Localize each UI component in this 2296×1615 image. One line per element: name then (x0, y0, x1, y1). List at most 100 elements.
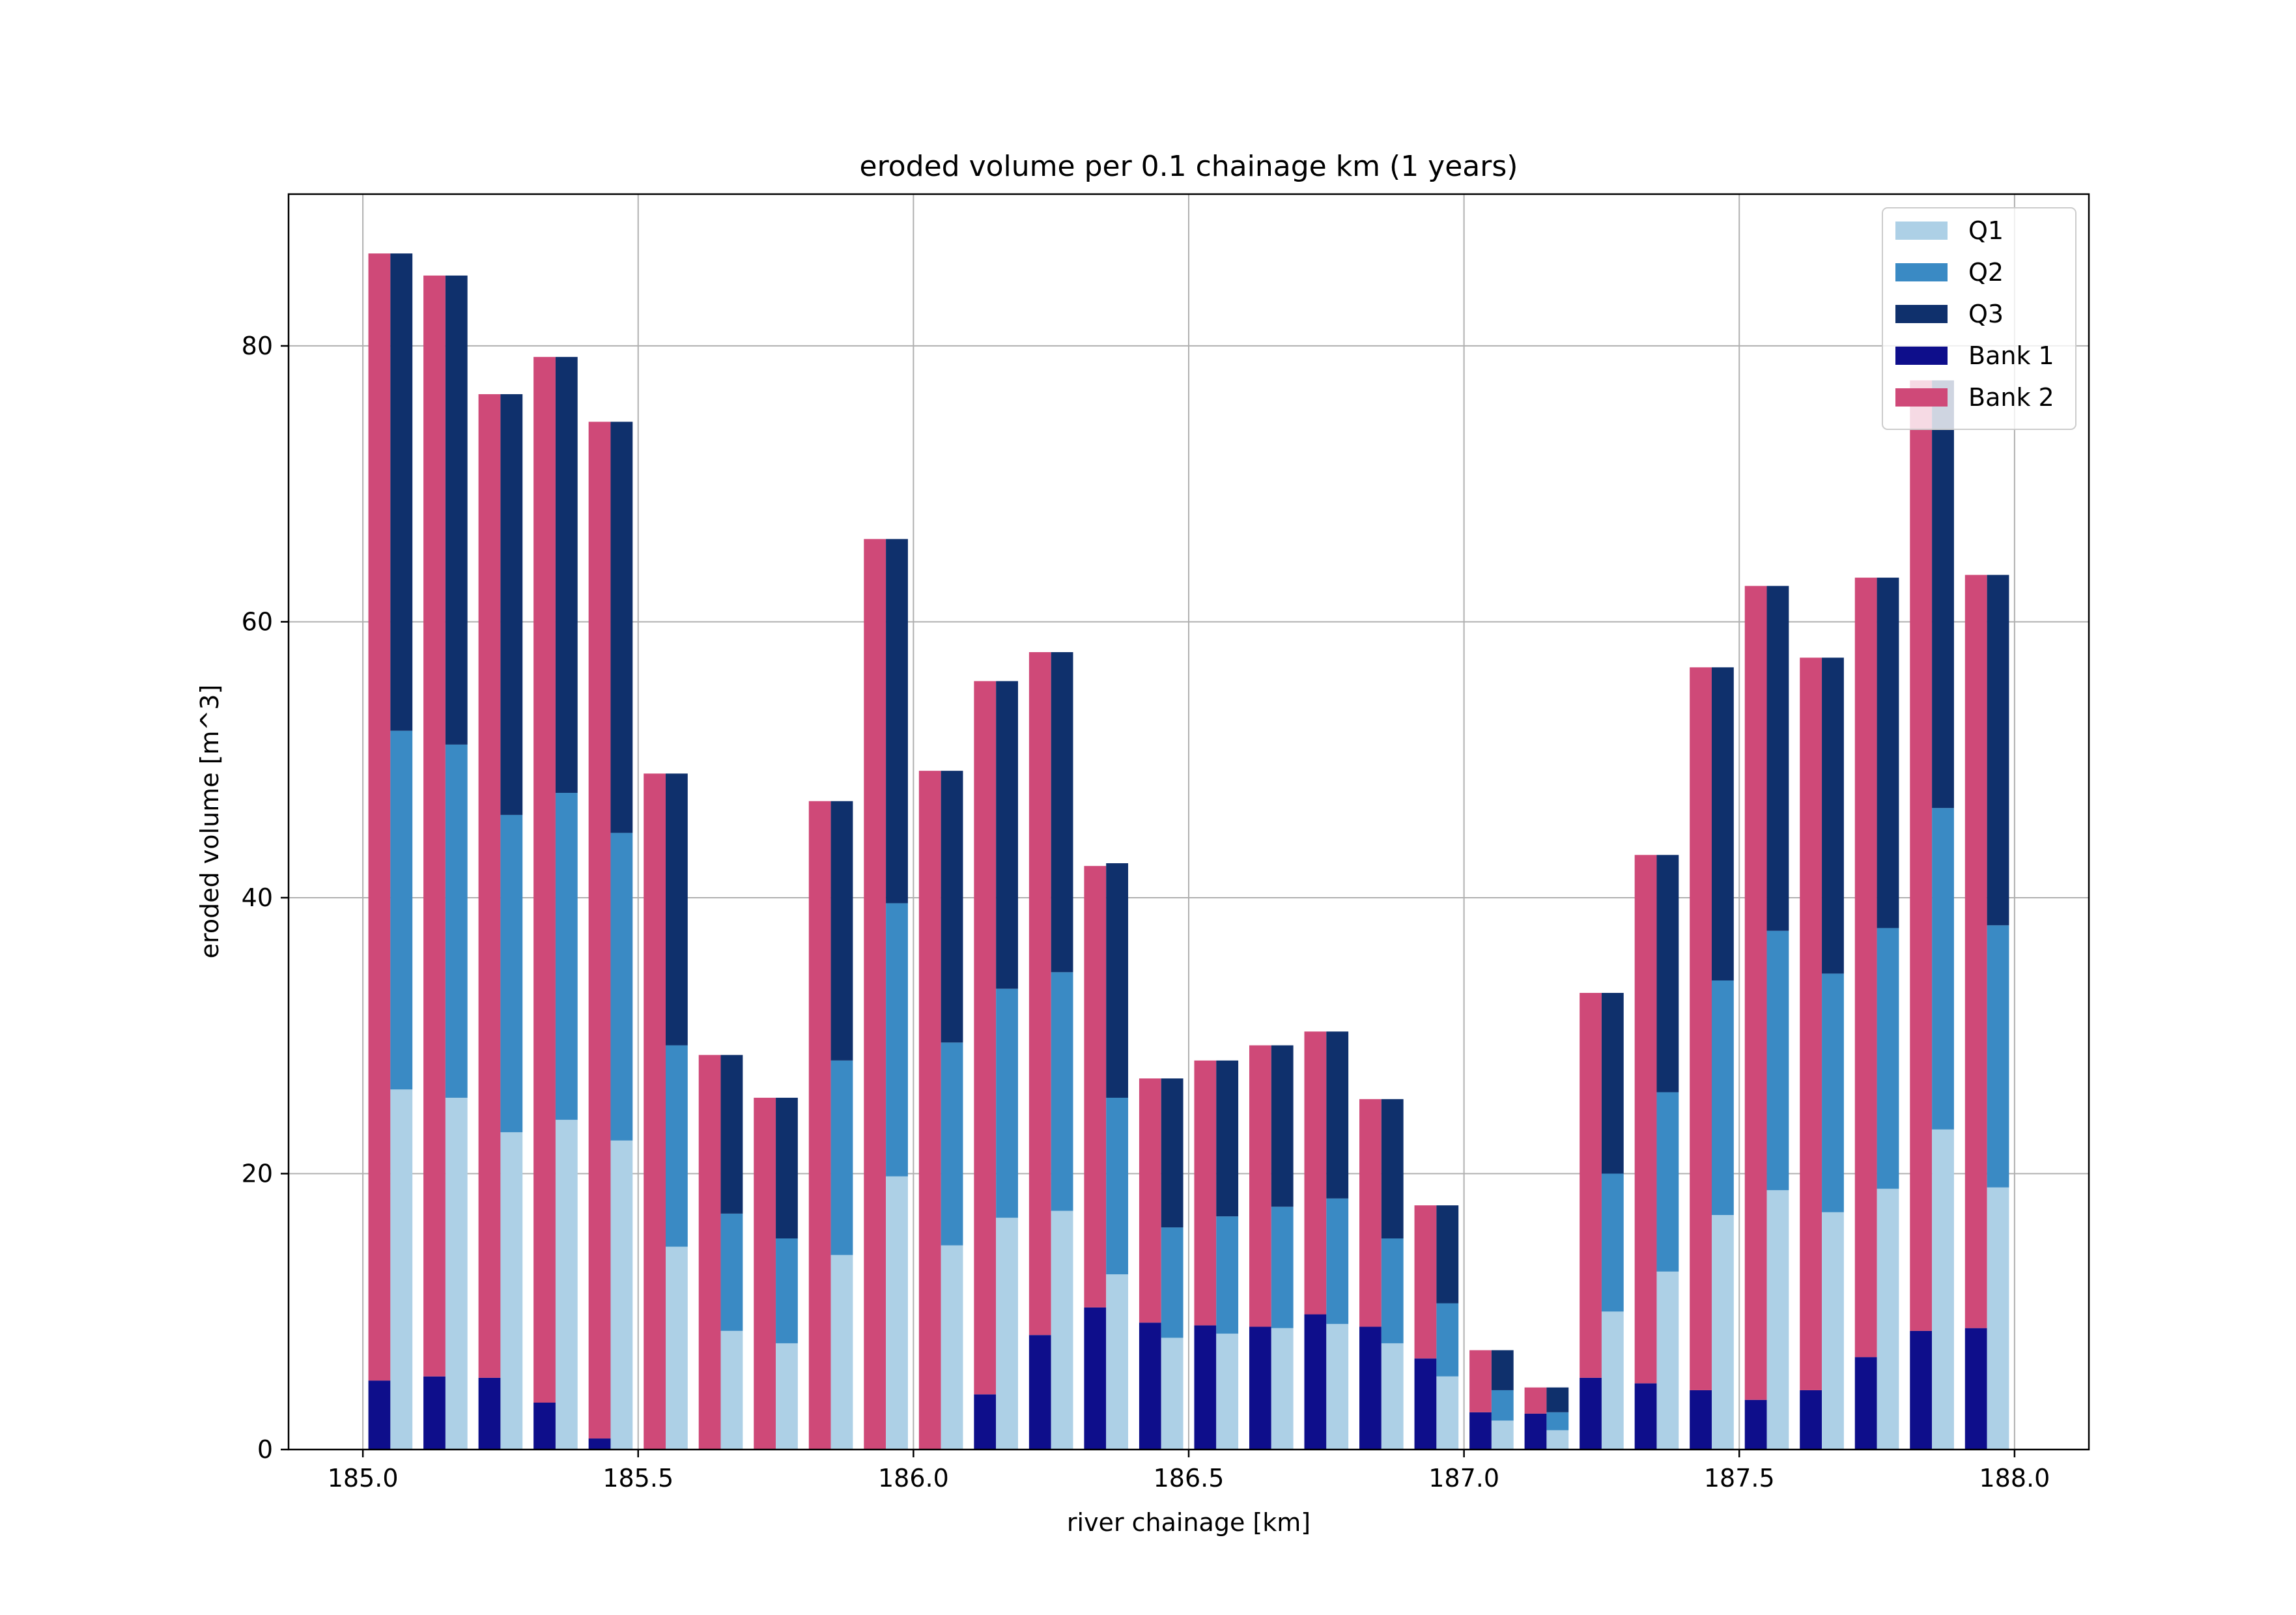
legend-label-q2: Q2 (1968, 258, 2004, 287)
bank-2-bar (1524, 1387, 1547, 1414)
q1-bar (1271, 1328, 1294, 1450)
q1-bar (1766, 1190, 1789, 1450)
q3-bar (1491, 1350, 1514, 1390)
bank-2-bar (1800, 657, 1822, 1390)
bank-2-bar (974, 681, 997, 1395)
legend-label-bank-2: Bank 2 (1968, 383, 2054, 412)
q1-bar (1106, 1274, 1129, 1450)
q3-bar (1106, 863, 1129, 1098)
legend-swatch-q3 (1895, 305, 1948, 323)
bank-1-bar (588, 1438, 611, 1450)
bank-2-bar (1359, 1099, 1382, 1327)
q3-bar (1381, 1099, 1404, 1239)
q2-bar (886, 903, 908, 1177)
q1-bar (1711, 1215, 1734, 1450)
q3-bar (610, 422, 633, 833)
q3-bar (1711, 667, 1734, 981)
bank-2-bar (1964, 575, 1987, 1328)
x-tick-label: 185.5 (602, 1464, 673, 1493)
bank-2-bar (698, 1055, 721, 1450)
q2-bar (941, 1042, 963, 1246)
bank-1-bar (533, 1403, 556, 1450)
y-axis-label: eroded volume [m^3] (195, 685, 224, 959)
legend-swatch-bank-2 (1895, 388, 1948, 407)
q3-bar (941, 771, 963, 1043)
bank-1-bar (1910, 1330, 1933, 1450)
bank-2-bar (918, 771, 941, 1450)
legend-swatch-q1 (1895, 222, 1948, 240)
q2-bar (1326, 1198, 1349, 1324)
q2-bar (1987, 925, 2009, 1188)
q1-bar (830, 1255, 853, 1450)
q2-bar (500, 814, 523, 1132)
q3-bar (390, 253, 413, 731)
q2-bar (996, 988, 1018, 1218)
q3-bar (830, 801, 853, 1061)
legend-swatch-bank-1 (1895, 347, 1948, 365)
q3-bar (1656, 855, 1679, 1093)
bank-1-bar (423, 1376, 446, 1450)
q3-bar (720, 1055, 743, 1214)
legend-label-bank-1: Bank 1 (1968, 341, 2054, 370)
q2-bar (445, 744, 468, 1098)
bank-1-bar (1690, 1390, 1712, 1450)
x-tick-label: 188.0 (1979, 1464, 2050, 1493)
bank-2-bar (478, 394, 501, 1378)
bank-2-bar (1469, 1350, 1492, 1412)
q1-bar (1381, 1343, 1404, 1450)
bank-2-bar (1854, 577, 1877, 1358)
bank-2-bar (1580, 993, 1602, 1378)
bank-2-bar (588, 422, 611, 1439)
q2-bar (1381, 1238, 1404, 1343)
bank-2-bar (1139, 1078, 1161, 1323)
q1-bar (390, 1089, 413, 1450)
bank-1-bar (1580, 1377, 1602, 1450)
q3-bar (776, 1098, 798, 1239)
q2-bar (830, 1060, 853, 1255)
q1-bar (1161, 1337, 1183, 1450)
q2-bar (1216, 1216, 1239, 1334)
q2-bar (1491, 1390, 1514, 1421)
bank-2-bar (1084, 866, 1107, 1308)
q2-bar (720, 1213, 743, 1331)
q3-bar (996, 681, 1018, 989)
bank-2-bar (1304, 1031, 1327, 1315)
q2-bar (1546, 1412, 1569, 1431)
q1-bar (610, 1140, 633, 1450)
bank-1-bar (1414, 1358, 1437, 1450)
q3-bar (1877, 577, 1899, 928)
y-tick-label: 0 (257, 1435, 273, 1464)
chart-title: eroded volume per 0.1 chainage km (1 yea… (860, 150, 1518, 183)
q1-bar (1546, 1430, 1569, 1450)
q1-bar (1491, 1420, 1514, 1450)
q1-bar (445, 1098, 468, 1450)
q3-bar (1766, 586, 1789, 931)
bank-2-bar (864, 539, 886, 1450)
q1-bar (1656, 1271, 1679, 1450)
q1-bar (1326, 1324, 1349, 1450)
x-tick-label: 187.0 (1428, 1464, 1499, 1493)
q1-bar (1932, 1129, 1954, 1450)
bank-2-bar (1028, 652, 1051, 1336)
q2-bar (1766, 930, 1789, 1190)
bank-1-bar (1028, 1335, 1051, 1450)
bank-1-bar (1964, 1328, 1987, 1450)
legend-label-q1: Q1 (1968, 216, 2004, 245)
legend-label-q3: Q3 (1968, 300, 2004, 328)
legend-swatch-q2 (1895, 263, 1948, 281)
q1-bar (886, 1176, 908, 1450)
bank-2-bar (754, 1098, 776, 1450)
q3-bar (1546, 1387, 1569, 1412)
q2-bar (390, 730, 413, 1090)
q2-bar (1051, 972, 1073, 1211)
q2-bar (1932, 808, 1954, 1130)
x-axis-label: river chainage [km] (1067, 1508, 1311, 1537)
q1-bar (555, 1119, 578, 1450)
bank-2-bar (1249, 1045, 1271, 1327)
bank-1-bar (1139, 1322, 1161, 1450)
x-tick-label: 186.5 (1154, 1464, 1225, 1493)
q2-bar (1877, 928, 1899, 1189)
bank-2-bar (533, 356, 556, 1403)
